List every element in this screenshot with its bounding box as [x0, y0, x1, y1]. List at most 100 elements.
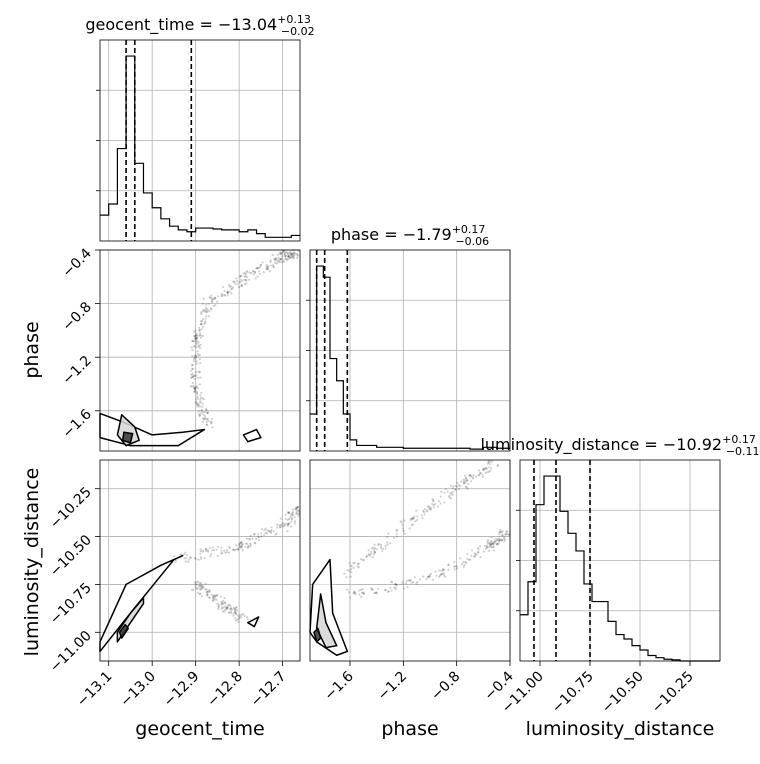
scatter-point	[395, 532, 398, 536]
scatter-point	[240, 545, 243, 548]
geocent_time-x-tick-label: −12.8	[204, 669, 246, 711]
lumdist-vs-phase-contour-inner	[313, 627, 322, 643]
scatter-point	[209, 296, 212, 300]
scatter-point	[251, 537, 254, 540]
scatter-point	[375, 591, 378, 594]
scatter-point	[359, 558, 363, 561]
scatter-point	[349, 564, 352, 567]
scatter-point	[270, 528, 273, 532]
scatter-point	[370, 547, 374, 550]
scatter-point	[220, 603, 223, 606]
scatter-point	[395, 529, 398, 532]
scatter-point	[439, 502, 442, 505]
scatter-point	[249, 545, 252, 548]
scatter-point	[425, 510, 428, 513]
scatter-point	[283, 524, 286, 527]
scatter-point	[454, 484, 457, 488]
scatter-point	[239, 280, 242, 284]
scatter-point	[499, 528, 502, 532]
scatter-point	[361, 591, 365, 594]
scatter-point	[203, 556, 206, 559]
scatter-point	[428, 508, 432, 511]
scatter-point	[441, 572, 444, 575]
scatter-point	[286, 530, 289, 533]
scatter-point	[196, 350, 199, 353]
scatter-point	[488, 465, 491, 469]
scatter-point	[204, 310, 207, 313]
scatter-point	[245, 279, 248, 282]
phase-x-tick-label: −1.2	[375, 669, 410, 704]
scatter-point	[287, 254, 291, 257]
scatter-point	[503, 540, 506, 543]
scatter-point	[237, 617, 240, 620]
scatter-point	[404, 582, 408, 585]
scatter-point	[462, 561, 465, 564]
scatter-point	[193, 356, 196, 360]
scatter-point	[289, 251, 292, 254]
scatter-point	[297, 509, 300, 512]
scatter-point	[231, 286, 234, 289]
scatter-point	[173, 555, 176, 558]
scatter-point	[468, 474, 472, 477]
scatter-point	[296, 254, 299, 257]
scatter-point	[283, 251, 286, 254]
scatter-point	[265, 263, 268, 267]
scatter-point	[202, 586, 205, 589]
scatter-point	[368, 554, 372, 558]
scatter-point	[238, 543, 241, 547]
scatter-point	[436, 505, 439, 508]
scatter-point	[186, 560, 190, 563]
scatter-point	[473, 552, 476, 555]
scatter-point	[220, 600, 223, 603]
scatter-point	[362, 559, 366, 562]
scatter-point	[225, 551, 229, 554]
scatter-point	[290, 253, 293, 256]
scatter-point	[234, 609, 237, 612]
scatter-point	[479, 471, 482, 474]
scatter-point	[449, 497, 453, 500]
lumdist-vs-phase-scatter	[343, 460, 511, 599]
scatter-point	[210, 421, 213, 424]
scatter-point	[427, 575, 431, 579]
scatter-point	[232, 614, 235, 617]
scatter-point	[384, 588, 387, 592]
scatter-point	[223, 289, 226, 293]
scatter-point	[206, 308, 209, 311]
scatter-point	[357, 566, 360, 569]
scatter-point	[488, 546, 491, 549]
scatter-point	[352, 566, 355, 570]
scatter-point	[505, 533, 508, 536]
scatter-point	[290, 252, 293, 256]
scatter-point	[198, 329, 201, 332]
scatter-point	[421, 517, 424, 520]
scatter-point	[201, 550, 204, 553]
scatter-point	[297, 509, 301, 513]
scatter-point	[200, 323, 203, 326]
scatter-point	[214, 595, 217, 598]
scatter-point	[194, 401, 197, 404]
scatter-point	[392, 536, 396, 539]
scatter-point	[199, 552, 202, 556]
scatter-point	[227, 604, 230, 607]
scatter-point	[258, 272, 262, 276]
scatter-point	[287, 511, 290, 514]
scatter-point	[459, 557, 462, 560]
scatter-point	[208, 590, 212, 593]
scatter-point	[240, 274, 243, 277]
scatter-point	[402, 529, 405, 533]
scatter-point	[256, 533, 260, 536]
scatter-point	[401, 582, 404, 586]
scatter-point	[199, 346, 202, 350]
scatter-point	[470, 554, 473, 557]
scatter-point	[239, 545, 242, 549]
scatter-point	[297, 512, 300, 516]
scatter-point	[232, 606, 236, 609]
scatter-point	[279, 258, 282, 261]
scatter-point	[473, 555, 477, 558]
scatter-point	[207, 419, 210, 423]
scatter-point	[272, 265, 275, 268]
scatter-point	[277, 260, 280, 263]
scatter-point	[204, 303, 207, 306]
scatter-point	[264, 531, 267, 535]
scatter-point	[191, 363, 194, 366]
